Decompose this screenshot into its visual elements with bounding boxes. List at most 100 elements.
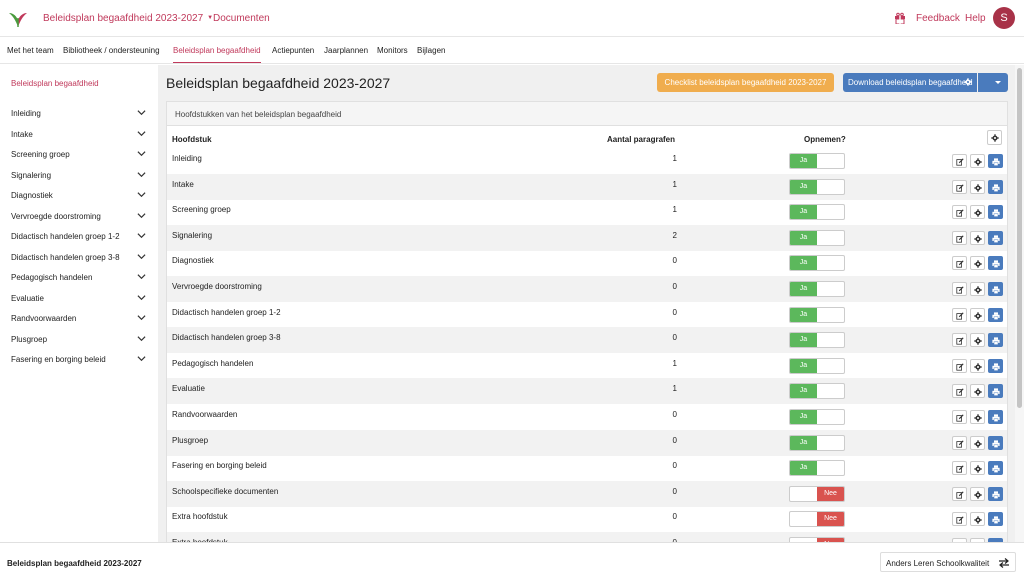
include-toggle[interactable]: Nee [789, 511, 845, 528]
edit-button[interactable] [952, 256, 967, 271]
include-toggle[interactable]: Ja [789, 434, 845, 451]
settings-button[interactable] [970, 307, 985, 322]
include-toggle[interactable]: Ja [789, 281, 845, 297]
settings-button[interactable] [970, 461, 985, 476]
edit-button[interactable] [952, 282, 967, 296]
avatar[interactable]: S [993, 7, 1015, 29]
tab-jaarplannen[interactable]: Jaarplannen [324, 46, 369, 55]
include-toggle[interactable]: Ja [789, 357, 845, 374]
chevron-down-icon[interactable] [137, 313, 146, 322]
download-button[interactable]: Download beleidsplan begaafdheid [843, 73, 977, 92]
edit-button[interactable] [952, 486, 967, 501]
settings-button[interactable] [970, 179, 985, 194]
help-link[interactable]: Help [965, 13, 986, 24]
settings-button[interactable] [970, 512, 985, 527]
settings-button[interactable] [970, 333, 985, 348]
print-button[interactable] [988, 486, 1003, 501]
documents-link[interactable]: Documenten [213, 13, 270, 24]
sidebar-item[interactable]: Inleiding [11, 105, 146, 125]
settings-button[interactable] [970, 205, 985, 220]
print-button[interactable] [988, 410, 1003, 424]
include-toggle[interactable]: Ja [789, 178, 845, 195]
include-toggle[interactable]: Ja [789, 306, 845, 323]
print-button[interactable] [988, 205, 1003, 220]
print-button[interactable] [988, 256, 1003, 271]
sidebar-item[interactable]: Vervroegde doorstroming [11, 208, 146, 228]
edit-button[interactable] [952, 333, 967, 348]
settings-button[interactable] [970, 358, 985, 373]
print-button[interactable] [988, 179, 1003, 194]
sidebar-item[interactable]: Evaluatie [11, 290, 146, 310]
edit-button[interactable] [952, 358, 967, 373]
edit-button[interactable] [952, 179, 967, 194]
edit-button[interactable] [952, 154, 967, 168]
chevron-down-icon[interactable] [137, 354, 146, 363]
tab-bijlagen[interactable]: Bijlagen [417, 46, 446, 55]
print-button[interactable] [988, 358, 1003, 373]
print-button[interactable] [988, 384, 1003, 399]
settings-button[interactable] [970, 256, 985, 271]
print-button[interactable] [988, 230, 1003, 245]
chevron-down-icon[interactable] [137, 211, 146, 220]
download-options-dropdown[interactable] [978, 73, 1008, 92]
settings-button[interactable] [970, 435, 985, 450]
edit-button[interactable] [952, 205, 967, 220]
print-button[interactable] [988, 154, 1003, 168]
settings-button[interactable] [970, 486, 985, 501]
tab-beleidsplan[interactable]: Beleidsplan begaafdheid [173, 46, 261, 63]
checklist-button[interactable]: Checklist beleidsplan begaafdheid 2023-2… [657, 73, 834, 92]
chevron-down-icon[interactable] [137, 334, 146, 343]
school-switch-button[interactable]: Anders Leren Schoolkwaliteit [880, 552, 1016, 572]
table-settings-button[interactable] [987, 130, 1002, 145]
app-title-dropdown[interactable]: Beleidsplan begaafdheid 2023-2027 ▼ [43, 13, 213, 24]
chevron-down-icon[interactable] [137, 190, 146, 199]
sidebar-item[interactable]: Screening groep [11, 146, 146, 166]
settings-button[interactable] [970, 154, 985, 168]
edit-button[interactable] [952, 461, 967, 476]
sidebar-item[interactable]: Randvoorwaarden [11, 310, 146, 330]
edit-button[interactable] [952, 230, 967, 245]
feedback-link[interactable]: Feedback [916, 13, 960, 24]
settings-button[interactable] [970, 384, 985, 399]
sidebar-item[interactable]: Didactisch handelen groep 3-8 [11, 249, 146, 269]
chevron-down-icon[interactable] [137, 129, 146, 138]
sidebar-item[interactable]: Intake [11, 126, 146, 146]
print-button[interactable] [988, 461, 1003, 476]
sidebar-item[interactable]: Diagnostiek [11, 187, 146, 207]
sidebar-item[interactable]: Signalering [11, 167, 146, 187]
print-button[interactable] [988, 282, 1003, 296]
tab-met-het-team[interactable]: Met het team [7, 46, 54, 55]
include-toggle[interactable]: Ja [789, 460, 845, 477]
sidebar-item[interactable]: Didactisch handelen groep 1-2 [11, 228, 146, 248]
tab-bibliotheek[interactable]: Bibliotheek / ondersteuning [63, 46, 160, 55]
logo-icon[interactable] [7, 7, 29, 29]
include-toggle[interactable]: Ja [789, 383, 845, 400]
sidebar-item[interactable]: Fasering en borging beleid [11, 351, 146, 371]
include-toggle[interactable]: Ja [789, 332, 845, 349]
include-toggle[interactable]: Nee [789, 537, 845, 542]
tab-monitors[interactable]: Monitors [377, 46, 408, 55]
print-button[interactable] [988, 435, 1003, 450]
include-toggle[interactable]: Ja [789, 409, 845, 425]
chevron-down-icon[interactable] [137, 293, 146, 302]
sidebar-item[interactable]: Pedagogisch handelen [11, 269, 146, 289]
include-toggle[interactable]: Ja [789, 229, 845, 246]
settings-button[interactable] [970, 410, 985, 424]
include-toggle[interactable]: Ja [789, 204, 845, 221]
settings-button[interactable] [970, 282, 985, 296]
print-button[interactable] [988, 538, 1003, 542]
print-button[interactable] [988, 333, 1003, 348]
settings-button[interactable] [970, 538, 985, 542]
scrollbar[interactable] [1015, 65, 1024, 542]
chevron-down-icon[interactable] [137, 149, 146, 158]
print-button[interactable] [988, 307, 1003, 322]
sidebar-title[interactable]: Beleidsplan begaafdheid [11, 79, 99, 88]
edit-button[interactable] [952, 435, 967, 450]
edit-button[interactable] [952, 384, 967, 399]
tab-actiepunten[interactable]: Actiepunten [272, 46, 315, 55]
scrollbar-thumb[interactable] [1017, 68, 1022, 408]
edit-button[interactable] [952, 538, 967, 542]
chevron-down-icon[interactable] [137, 252, 146, 261]
sidebar-item[interactable]: Plusgroep [11, 331, 146, 351]
include-toggle[interactable]: Nee [789, 485, 845, 502]
